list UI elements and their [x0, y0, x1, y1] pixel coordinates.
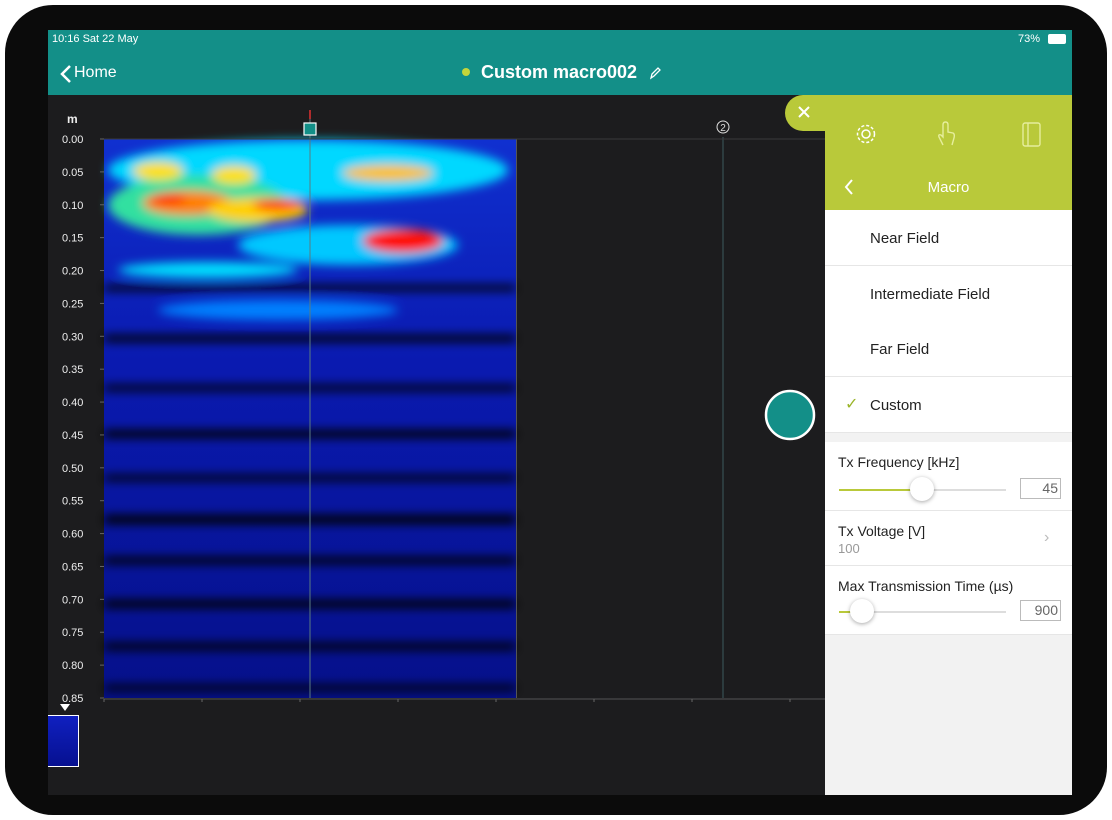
- nav-title[interactable]: Custom macro002: [481, 62, 638, 82]
- side-panel: Macro Near Field Intermediate Field Far Fi…: [825, 95, 1072, 795]
- marker-circle[interactable]: [716, 120, 730, 134]
- top-bar: 10:16 Sat 22 May 73% Home Custom macro00…: [48, 30, 1072, 95]
- status-battery: 73%: [1018, 33, 1041, 45]
- notebook-icon[interactable]: [1022, 122, 1042, 148]
- unit-label: m: [67, 112, 78, 126]
- setting-value[interactable]: 45: [1020, 478, 1061, 499]
- slider-thumb[interactable]: [910, 477, 934, 501]
- back-chevron[interactable]: [58, 63, 74, 85]
- edit-icon[interactable]: [648, 66, 662, 80]
- thumbnail[interactable]: [48, 715, 79, 767]
- slider-thumb[interactable]: [850, 599, 874, 623]
- settings-icon[interactable]: [855, 123, 877, 145]
- panel-back[interactable]: [843, 178, 855, 196]
- panel-title: Macro: [927, 179, 970, 196]
- settings: Tx Frequency [kHz] 45 Tx Voltage [V] 100 › Ma…: [825, 442, 1072, 635]
- y-tick-label: 0.80: [62, 660, 83, 672]
- y-tick-label: 0.20: [62, 266, 83, 278]
- thumbnail-strip: [48, 702, 825, 795]
- cursor-handle[interactable]: [303, 122, 317, 136]
- y-tick-label: 0.10: [62, 200, 83, 212]
- setting-label: Tx Voltage [V]: [838, 523, 926, 539]
- check-mark: ✓: [845, 395, 859, 413]
- status-time: 10:16 Sat 22 May: [52, 33, 139, 45]
- macro-item-label: Intermediate Field: [870, 285, 991, 303]
- setting-label: Max Transmission Time (µs): [838, 578, 1014, 594]
- y-tick-label: 0.60: [62, 529, 83, 541]
- macro-item[interactable]: ✓ Custom: [825, 376, 1072, 433]
- y-tick-label: 0.70: [62, 594, 83, 606]
- macro-item[interactable]: Near Field: [825, 210, 1072, 266]
- y-tick-label: 0.05: [62, 167, 83, 179]
- y-tick-label: 0.00: [62, 134, 83, 146]
- back-button[interactable]: Home: [74, 64, 117, 81]
- setting-row[interactable]: Tx Voltage [V] 100 ›: [825, 511, 1072, 566]
- thumb-pointer: [60, 704, 70, 711]
- y-tick-label: 0.25: [62, 298, 83, 310]
- setting-value: 100: [838, 541, 860, 556]
- screen: 10:16 Sat 22 May 73% Home Custom macro00…: [48, 30, 1072, 795]
- macro-item-label: Far Field: [870, 341, 930, 358]
- slider-fill: [839, 489, 922, 491]
- y-tick-label: 0.45: [62, 430, 83, 442]
- plot: 2 m 0.00 0.05 0.10 0.15 0.20 0.25 0.30 0.35 0.40…: [48, 95, 825, 795]
- setting-row: Max Transmission Time (µs) 900: [825, 566, 1072, 635]
- macro-item[interactable]: Intermediate Field: [825, 265, 1072, 322]
- y-tick-label: 0.40: [62, 397, 83, 409]
- slider-track: [839, 611, 1006, 613]
- panel-header: Macro: [825, 95, 1072, 210]
- y-tick-label: 0.15: [62, 233, 83, 245]
- status-dot: [462, 68, 470, 76]
- battery-icon: [1048, 34, 1066, 44]
- macro-item[interactable]: Far Field: [825, 321, 1072, 377]
- y-tick-label: 0.50: [62, 463, 83, 475]
- record-button[interactable]: [764, 389, 816, 441]
- setting-row: Tx Frequency [kHz] 45: [825, 442, 1072, 511]
- y-tick-label: 0.30: [62, 331, 83, 343]
- chevron: ›: [1044, 529, 1050, 546]
- marker-label: 2: [720, 123, 726, 134]
- y-tick-label: 0.55: [62, 496, 83, 508]
- macro-item-label: Near Field: [870, 230, 940, 247]
- setting-value[interactable]: 900: [1020, 600, 1061, 621]
- touch-icon[interactable]: [935, 121, 957, 147]
- y-tick-label: 0.75: [62, 627, 83, 639]
- y-tick-label: 0.65: [62, 561, 83, 573]
- macro-item-label: Custom: [870, 396, 922, 414]
- setting-label: Tx Frequency [kHz]: [838, 454, 960, 470]
- y-tick-label: 0.35: [62, 364, 83, 376]
